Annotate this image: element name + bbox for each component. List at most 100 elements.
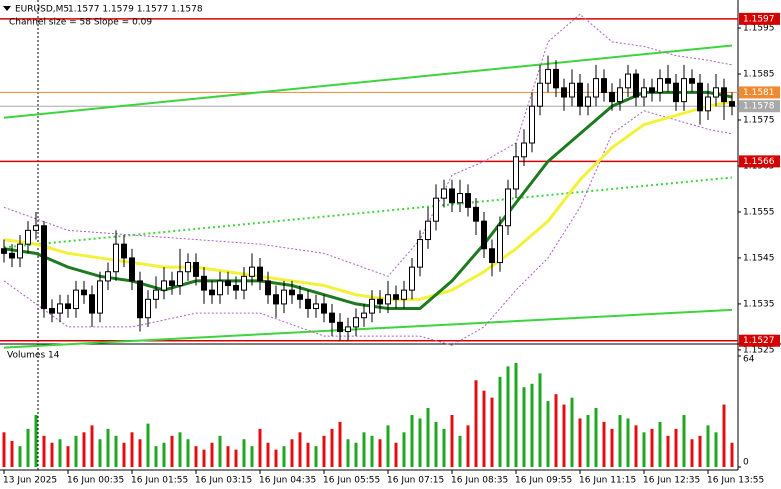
volume-bar xyxy=(306,442,310,467)
candle-body xyxy=(89,294,95,314)
plot-area xyxy=(0,13,738,349)
volume-bar xyxy=(442,428,446,467)
candle-body xyxy=(497,225,503,264)
volume-bar xyxy=(498,376,502,467)
volume-bar xyxy=(626,418,630,467)
volume-bar xyxy=(122,442,126,467)
x-tick-label: 16 Jun 00:35 xyxy=(67,476,124,486)
level-label-box xyxy=(739,334,780,347)
x-tick-label: 16 Jun 11:15 xyxy=(579,476,636,486)
candle-body xyxy=(321,303,327,314)
volume-bar xyxy=(650,428,654,467)
x-tick-label: 16 Jun 05:55 xyxy=(323,476,380,486)
candle-body xyxy=(721,87,727,103)
volume-tick-label: 0 xyxy=(743,458,749,468)
candle-body xyxy=(233,285,239,291)
volume-bar xyxy=(186,439,190,467)
volume-bar xyxy=(194,446,198,467)
candle-body xyxy=(153,289,159,300)
candle-body xyxy=(105,271,111,282)
candle-body xyxy=(545,68,551,84)
candle-body xyxy=(353,317,359,328)
candle-body xyxy=(113,243,119,273)
volume-bar xyxy=(586,414,590,467)
candle-body xyxy=(265,280,271,296)
volume-bar xyxy=(538,373,542,467)
volume-bar xyxy=(386,425,390,467)
volume-bar xyxy=(66,446,70,467)
candle-body xyxy=(305,298,311,310)
trend-line xyxy=(3,44,733,119)
volume-bar xyxy=(618,414,622,467)
volume-bar xyxy=(458,435,462,467)
candle-body xyxy=(289,289,295,296)
candle-body xyxy=(217,280,223,296)
candle-body xyxy=(673,82,679,103)
candle-body xyxy=(185,262,191,273)
volume-bar xyxy=(90,425,94,467)
volume-bar xyxy=(602,421,606,467)
volume-bar xyxy=(146,423,150,467)
candle-body xyxy=(385,294,391,305)
volume-bar xyxy=(58,439,62,467)
quote: 1.1577 1.1579 1.1577 1.1578 xyxy=(68,5,203,15)
volume-bar xyxy=(410,414,414,467)
trend-line xyxy=(3,176,733,249)
volume-bar xyxy=(74,435,78,467)
volume-bar xyxy=(114,435,118,467)
y-tick-label: 1.1555 xyxy=(743,207,775,217)
candle-body xyxy=(585,96,591,107)
candle-body xyxy=(553,68,559,89)
candle-body xyxy=(537,82,543,107)
level-label-box xyxy=(739,155,780,168)
x-tick-label: 16 Jun 09:55 xyxy=(515,476,572,486)
candle-body xyxy=(417,239,423,268)
volume-bar xyxy=(570,397,574,467)
volume-bar xyxy=(338,421,342,467)
y-tick-label: 1.1575 xyxy=(743,116,775,126)
volume-bar xyxy=(658,421,662,467)
candle-body xyxy=(41,225,47,310)
volume-bar xyxy=(642,432,646,467)
volume-bar xyxy=(530,383,534,467)
candle-body xyxy=(425,220,431,241)
volume-bar xyxy=(690,439,694,467)
candle-body xyxy=(433,197,439,222)
volume-bar xyxy=(450,414,454,467)
volume-bar xyxy=(314,446,318,467)
volume-bar xyxy=(490,397,494,467)
candle-body xyxy=(401,289,407,300)
annotation: Channel size = 58 Slope = 0.09 xyxy=(9,18,152,28)
volume-bar xyxy=(234,449,238,467)
candle-body xyxy=(521,142,527,158)
volume-bar xyxy=(634,425,638,467)
volume-bar xyxy=(130,432,134,467)
volume-bar xyxy=(242,439,246,467)
candle-body xyxy=(649,87,655,93)
candle-body xyxy=(577,82,583,107)
volume-bar xyxy=(170,435,174,467)
volume-bar xyxy=(378,439,382,467)
candle-body xyxy=(169,280,175,287)
candle-body xyxy=(617,87,623,103)
volume-bar xyxy=(250,446,254,467)
volume-bar xyxy=(290,439,294,467)
volume-bar xyxy=(266,442,270,467)
volume-bar xyxy=(730,442,734,467)
candle-body xyxy=(281,289,287,305)
level-label-box xyxy=(739,86,780,99)
candle-body xyxy=(25,229,31,245)
candle-body xyxy=(665,78,671,84)
candle-body xyxy=(209,289,215,296)
volume-bar xyxy=(362,432,366,467)
volume-bar xyxy=(106,428,110,467)
volume-bar xyxy=(138,439,142,467)
volume-bar xyxy=(258,428,262,467)
volume-bar xyxy=(514,362,518,467)
y-tick-label: 1.1535 xyxy=(743,299,775,309)
volume-bar xyxy=(546,401,550,467)
volume-bar xyxy=(282,446,286,467)
candle-body xyxy=(369,298,375,314)
candle-body xyxy=(473,206,479,222)
